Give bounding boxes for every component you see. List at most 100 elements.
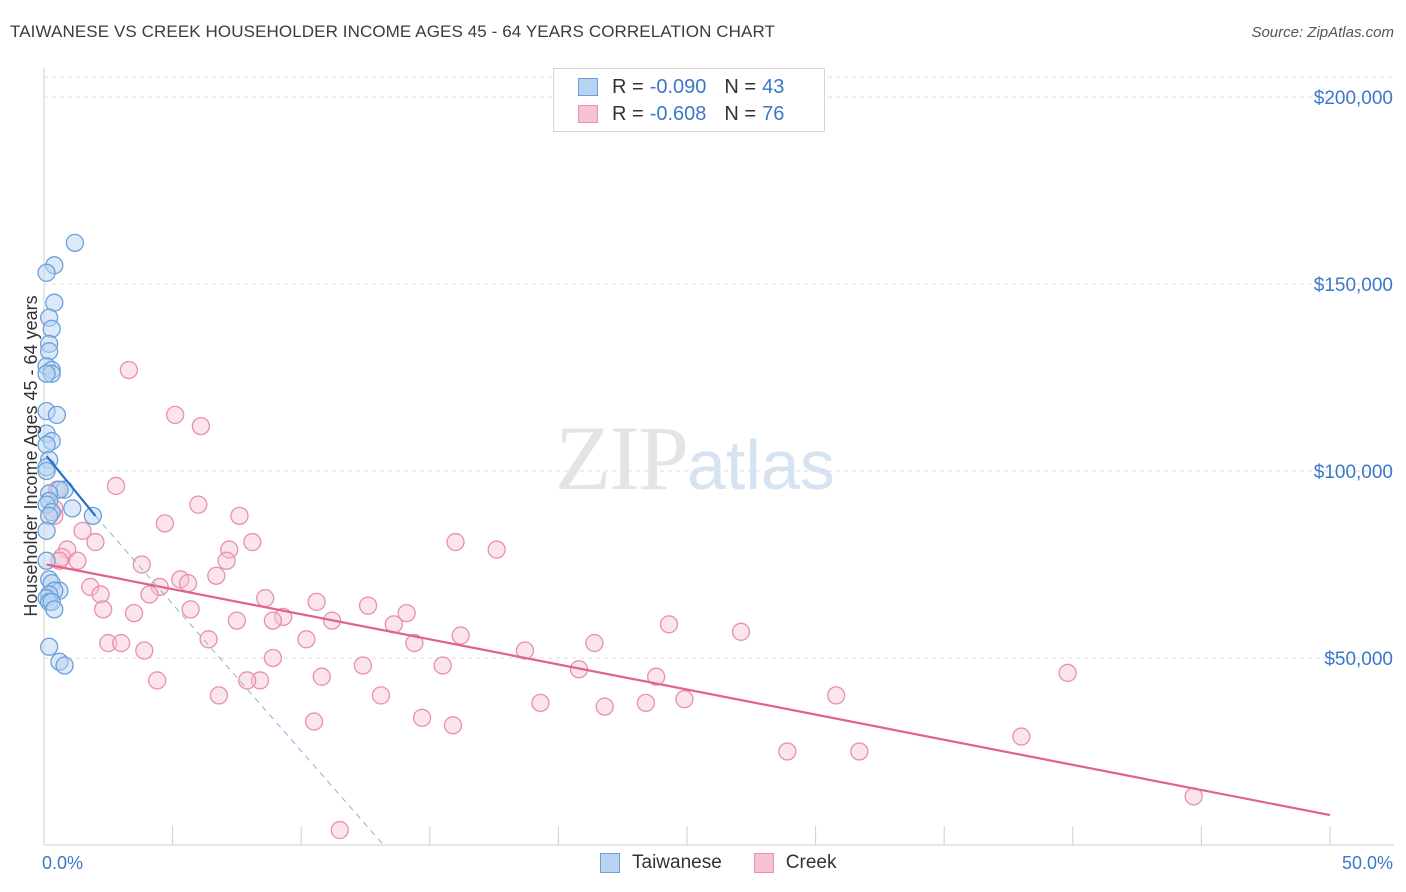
taiwanese-point bbox=[45, 600, 64, 619]
creek-point bbox=[850, 742, 869, 761]
taiwanese-point bbox=[63, 499, 82, 518]
creek-point bbox=[646, 667, 666, 686]
creek-point bbox=[106, 476, 126, 496]
creek-point bbox=[132, 555, 151, 574]
y-tick-label: $200,000 bbox=[1314, 88, 1393, 109]
axes bbox=[43, 68, 1394, 846]
creek-point bbox=[405, 633, 424, 653]
creek-point bbox=[73, 521, 92, 540]
creek-point bbox=[778, 742, 797, 761]
taiwanese-point bbox=[39, 342, 59, 361]
legend-row-taiwanese: R = -0.090 N = 43 bbox=[578, 75, 784, 99]
creek-point bbox=[675, 689, 694, 709]
taiwanese-point bbox=[37, 521, 56, 540]
taiwanese-point bbox=[39, 637, 59, 656]
taiwanese-point bbox=[37, 364, 56, 383]
chart-source: Source: ZipAtlas.com bbox=[1251, 24, 1394, 41]
taiwanese-point bbox=[39, 506, 59, 526]
creek-point bbox=[1012, 727, 1031, 746]
y-tick-label: $150,000 bbox=[1314, 275, 1393, 296]
creek-point bbox=[353, 656, 373, 675]
creek-point bbox=[227, 611, 247, 630]
n-value: 43 bbox=[762, 75, 785, 98]
creek-point bbox=[297, 630, 316, 649]
creek-point bbox=[827, 686, 846, 705]
taiwanese-points bbox=[37, 233, 103, 675]
creek-point bbox=[330, 820, 349, 840]
creek-swatch bbox=[578, 105, 598, 123]
creek-point bbox=[312, 667, 331, 686]
creek-point bbox=[595, 697, 614, 716]
x-tick-label: 0.0% bbox=[42, 853, 83, 873]
chart-title: TAIWANESE VS CREEK HOUSEHOLDER INCOME AG… bbox=[10, 22, 776, 41]
creek-point bbox=[397, 603, 416, 623]
creek-point bbox=[124, 603, 144, 623]
correlation-legend: R = -0.090 N = 43 R = -0.608 N = 76 bbox=[553, 68, 825, 132]
legend-row-creek: R = -0.608 N = 76 bbox=[578, 102, 784, 126]
tick-labels: $50,000 $100,000 $150,000 $200,000 0.0% 50.0%… bbox=[21, 88, 1393, 873]
r-value: -0.608 bbox=[649, 102, 707, 125]
taiwanese-swatch bbox=[578, 78, 598, 96]
creek-point bbox=[371, 686, 391, 705]
creek-point bbox=[585, 633, 604, 653]
creek-points bbox=[45, 360, 1203, 840]
creek-point bbox=[135, 641, 154, 660]
creek-point bbox=[731, 622, 751, 641]
creek-point bbox=[91, 585, 110, 604]
creek-point bbox=[1058, 663, 1077, 683]
creek-point bbox=[217, 551, 236, 570]
taiwanese-point bbox=[55, 656, 74, 675]
creek-point bbox=[443, 716, 463, 735]
creek-point bbox=[256, 589, 275, 608]
creek-point bbox=[189, 495, 208, 514]
creek-point bbox=[230, 506, 249, 526]
creek-point bbox=[238, 671, 257, 690]
y-tick-label: $100,000 bbox=[1314, 462, 1393, 483]
creek-trend-line bbox=[46, 563, 1331, 817]
legend-item-taiwanese[interactable]: Taiwanese bbox=[600, 852, 722, 874]
creek-point bbox=[99, 633, 118, 653]
creek-point bbox=[487, 540, 506, 559]
creek-point bbox=[531, 693, 550, 713]
watermark-atlas: atlas bbox=[687, 426, 835, 504]
creek-point bbox=[207, 566, 226, 585]
taiwanese-point bbox=[83, 506, 103, 526]
y-tick-label: $50,000 bbox=[1324, 649, 1393, 670]
legend-item-creek[interactable]: Creek bbox=[753, 852, 836, 874]
creek-point bbox=[446, 532, 465, 552]
taiwanese-trend-line bbox=[45, 455, 97, 517]
legend-label-taiwanese: Taiwanese bbox=[632, 852, 722, 873]
taiwanese-trend-extension bbox=[95, 515, 384, 846]
creek-point bbox=[166, 405, 185, 425]
taiwanese-point bbox=[65, 233, 85, 253]
taiwanese-point bbox=[37, 263, 56, 282]
grid-lines bbox=[44, 76, 1394, 659]
creek-point bbox=[263, 611, 283, 630]
creek-point bbox=[81, 577, 100, 597]
taiwanese-point bbox=[47, 405, 67, 425]
creek-point bbox=[263, 648, 283, 668]
creek-point bbox=[148, 671, 167, 690]
creek-swatch bbox=[753, 853, 774, 873]
r-label: R = bbox=[612, 102, 644, 125]
r-value: -0.090 bbox=[649, 75, 707, 98]
creek-point bbox=[307, 592, 326, 612]
creek-point bbox=[181, 600, 200, 619]
trend-lines bbox=[45, 455, 1331, 846]
creek-point bbox=[94, 600, 113, 619]
taiwanese-point bbox=[42, 319, 61, 339]
creek-point bbox=[155, 514, 175, 533]
creek-point bbox=[304, 712, 324, 731]
creek-point bbox=[433, 656, 452, 675]
creek-point bbox=[412, 708, 432, 727]
x-tick-label: 50.0% bbox=[1342, 853, 1393, 873]
creek-point bbox=[140, 585, 159, 604]
creek-point bbox=[209, 686, 229, 705]
creek-point bbox=[112, 633, 131, 653]
taiwanese-swatch bbox=[600, 853, 620, 873]
y-axis-label: Householder Income Ages 45 - 64 years bbox=[21, 295, 41, 616]
creek-point bbox=[243, 532, 262, 552]
creek-point bbox=[451, 626, 470, 645]
creek-point bbox=[250, 671, 270, 690]
